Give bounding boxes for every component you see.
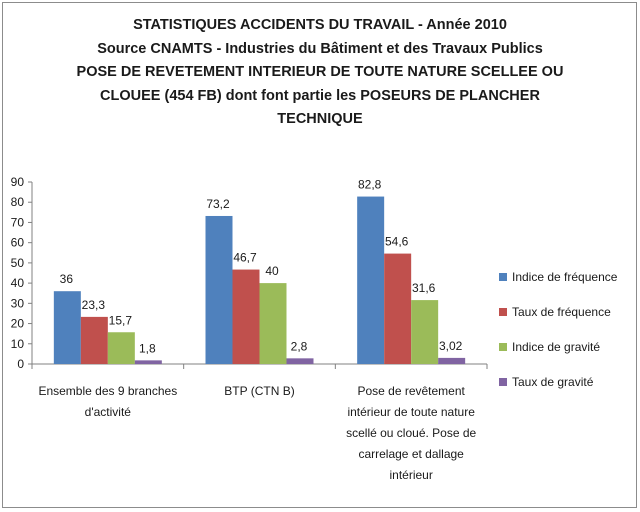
bar	[205, 215, 233, 364]
chart-title: STATISTIQUES ACCIDENTS DU TRAVAIL - Anné…	[0, 14, 640, 132]
bar	[232, 269, 260, 364]
bar	[259, 283, 287, 364]
category-label: BTP (CTN B)	[224, 384, 294, 398]
data-label: 40	[265, 264, 279, 278]
bar	[134, 360, 162, 364]
legend-label: Indice de fréquence	[512, 270, 618, 284]
data-label: 23,3	[82, 298, 106, 312]
bar	[80, 316, 108, 364]
bar	[107, 332, 135, 364]
data-label: 36	[60, 272, 74, 286]
category-label: Pose de revêtement	[357, 384, 465, 398]
legend-swatch	[499, 378, 507, 386]
legend-swatch	[499, 308, 507, 316]
legend-swatch	[499, 273, 507, 281]
category-label: d'activité	[85, 405, 132, 419]
chart-title-line-4: CLOUEE (454 FB) dont font partie les POS…	[100, 87, 540, 104]
bar	[357, 196, 385, 364]
y-tick-label: 70	[11, 215, 25, 229]
data-label: 1,8	[139, 341, 156, 355]
y-tick-label: 80	[11, 195, 25, 209]
y-tick-label: 0	[17, 357, 24, 371]
data-label: 82,8	[358, 178, 382, 192]
category-label: intérieur de toute nature	[347, 405, 475, 419]
chart-title-line-3: POSE DE REVETEMENT INTERIEUR DE TOUTE NA…	[76, 64, 564, 80]
y-tick-label: 10	[11, 337, 25, 351]
category-label: scellé ou cloué. Pose de	[346, 426, 476, 440]
data-label: 2,8	[291, 339, 308, 353]
y-tick-label: 50	[11, 256, 25, 270]
chart-title-line-1: STATISTIQUES ACCIDENTS DU TRAVAIL - Anné…	[133, 17, 507, 33]
bar	[286, 358, 314, 364]
category-label: carrelage et dallage	[358, 447, 464, 461]
category-label: Ensemble des 9 branches	[38, 384, 177, 398]
bar	[411, 300, 439, 364]
data-label: 3,02	[439, 339, 463, 353]
y-tick-label: 40	[11, 276, 25, 290]
legend-label: Indice de gravité	[512, 340, 600, 354]
y-tick-label: 20	[11, 317, 25, 331]
y-tick-label: 60	[11, 236, 25, 250]
category-label: intérieur	[389, 468, 432, 482]
data-label: 46,7	[233, 251, 257, 265]
data-label: 15,7	[109, 313, 133, 327]
bar	[384, 253, 412, 364]
bar	[438, 357, 466, 364]
legend-swatch	[499, 343, 507, 351]
y-tick-label: 90	[11, 175, 25, 189]
legend-label: Taux de gravité	[512, 375, 594, 389]
data-label: 73,2	[206, 197, 230, 211]
legend-label: Taux de fréquence	[512, 305, 611, 319]
data-label: 54,6	[385, 235, 409, 249]
chart-title-line-2: Source CNAMTS - Industries du Bâtiment e…	[97, 40, 543, 57]
data-label: 31,6	[412, 281, 436, 295]
bar	[53, 291, 81, 364]
chart-title-line-5: TECHNIQUE	[277, 111, 363, 127]
y-tick-label: 30	[11, 296, 25, 310]
